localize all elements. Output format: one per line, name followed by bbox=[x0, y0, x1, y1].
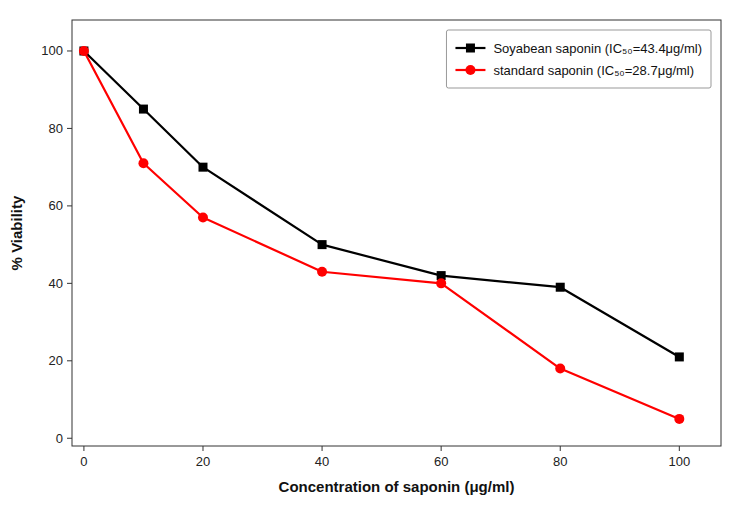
data-point bbox=[555, 364, 565, 374]
data-point bbox=[674, 414, 684, 424]
x-tick bbox=[83, 446, 84, 451]
data-point bbox=[436, 278, 446, 288]
legend-marker bbox=[465, 65, 475, 75]
data-point bbox=[198, 213, 208, 223]
x-axis-label: Concentration of saponin (μg/ml) bbox=[279, 478, 515, 495]
y-tick bbox=[67, 438, 72, 439]
x-tick-label: 20 bbox=[196, 454, 210, 469]
y-tick bbox=[67, 283, 72, 284]
y-tick bbox=[67, 128, 72, 129]
x-tick bbox=[560, 446, 561, 451]
x-tick bbox=[441, 446, 442, 451]
data-point bbox=[317, 267, 327, 277]
data-point bbox=[79, 46, 89, 56]
data-point bbox=[138, 158, 148, 168]
x-tick-label: 40 bbox=[315, 454, 329, 469]
data-point bbox=[139, 105, 148, 114]
data-point bbox=[318, 240, 327, 249]
x-tick-label: 80 bbox=[553, 454, 567, 469]
x-tick-label: 100 bbox=[668, 454, 690, 469]
y-tick-label: 40 bbox=[49, 276, 63, 291]
y-tick-label: 100 bbox=[41, 43, 63, 58]
x-tick bbox=[679, 446, 680, 451]
legend-marker bbox=[466, 44, 475, 53]
y-tick-label: 20 bbox=[49, 353, 63, 368]
series-line bbox=[84, 51, 679, 357]
chart: 0 20 40 60 80 100 0 20 40 60 80 100 Concentration of… bbox=[0, 0, 741, 508]
y-tick bbox=[67, 205, 72, 206]
plot-frame bbox=[72, 20, 721, 446]
x-tick bbox=[322, 446, 323, 451]
legend-label: Soyabean saponin (IC₅₀=43.4μg/ml) bbox=[493, 41, 702, 56]
legend-label: standard saponin (IC₅₀=28.7μg/ml) bbox=[493, 63, 694, 78]
data-point bbox=[79, 46, 88, 55]
y-tick-label: 80 bbox=[49, 121, 63, 136]
data-point bbox=[675, 352, 684, 361]
x-tick-label: 0 bbox=[80, 454, 87, 469]
y-tick bbox=[67, 50, 72, 51]
plot-area bbox=[79, 46, 684, 424]
legend-box bbox=[446, 30, 711, 88]
legend: Soyabean saponin (IC₅₀=43.4μg/ml) standar… bbox=[446, 30, 711, 88]
y-tick-label: 60 bbox=[49, 198, 63, 213]
y-tick bbox=[67, 360, 72, 361]
data-point bbox=[556, 283, 565, 292]
y-tick-label: 0 bbox=[56, 431, 63, 446]
y-axis-label: % Viability bbox=[8, 195, 25, 270]
series-line bbox=[84, 51, 679, 419]
x-tick bbox=[202, 446, 203, 451]
data-point bbox=[198, 163, 207, 172]
x-tick-label: 60 bbox=[434, 454, 448, 469]
